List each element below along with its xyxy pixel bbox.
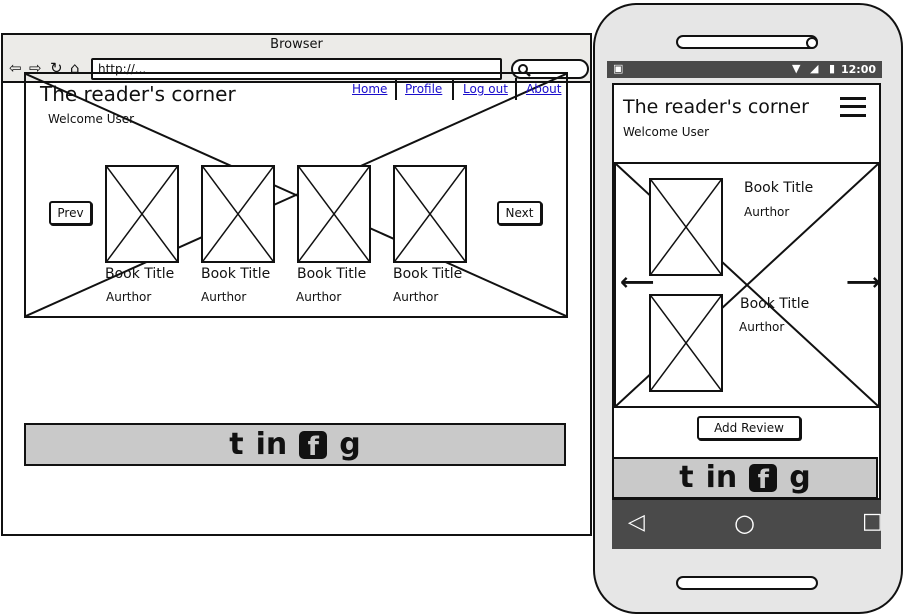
add-review-button[interactable]: Add Review	[697, 416, 801, 440]
book-author: Aurthor	[739, 320, 785, 334]
book-cover-placeholder[interactable]	[649, 294, 723, 392]
book-cover-placeholder[interactable]	[105, 165, 179, 263]
battery-icon: ▮	[829, 62, 836, 75]
welcome-text: Welcome User	[48, 112, 135, 126]
url-input[interactable]: http://...	[91, 58, 502, 80]
linkedin-icon[interactable]: in	[255, 426, 288, 462]
nav-separator	[515, 78, 517, 100]
book-cover-placeholder[interactable]	[297, 165, 371, 263]
carousel-next-arrow-icon[interactable]: ⟶	[846, 268, 881, 296]
linkedin-icon[interactable]: in	[705, 460, 738, 495]
facebook-icon[interactable]: f	[299, 430, 328, 462]
nav-logout-link[interactable]: Log out	[463, 82, 508, 96]
google-icon[interactable]: g	[339, 426, 361, 462]
phone-home-button[interactable]	[676, 576, 818, 590]
recents-nav-icon[interactable]: □	[862, 509, 883, 534]
prev-button[interactable]: Prev	[49, 201, 92, 225]
carousel-prev-arrow-icon[interactable]: ⟵	[620, 268, 655, 296]
status-clock: 12:00	[840, 63, 876, 76]
social-footer: t in f g	[24, 423, 566, 466]
book-title[interactable]: Book Title	[105, 266, 175, 282]
nav-profile-link[interactable]: Profile	[405, 82, 443, 96]
browser-search-input[interactable]	[511, 59, 589, 79]
book-title[interactable]: Book Title	[744, 180, 814, 196]
book-title[interactable]: Book Title	[297, 266, 367, 282]
google-icon[interactable]: g	[789, 460, 811, 495]
book-author: Aurthor	[201, 290, 247, 304]
signal-icon: ◢	[810, 62, 819, 75]
phone-site-title: The reader's corner	[623, 96, 809, 118]
placeholder-cross	[26, 74, 566, 316]
phone-camera	[806, 37, 818, 49]
phone-social-footer: t in f g	[612, 457, 878, 499]
twitter-icon[interactable]: t	[229, 426, 244, 462]
book-author: Aurthor	[106, 290, 152, 304]
book-cover-placeholder[interactable]	[649, 178, 723, 276]
android-nav-bar: ◁ ○ □	[612, 500, 883, 549]
home-nav-icon[interactable]: ○	[734, 509, 755, 537]
facebook-icon[interactable]: f	[749, 464, 778, 495]
site-title: The reader's corner	[40, 82, 236, 106]
book-title[interactable]: Book Title	[201, 266, 271, 282]
twitter-icon[interactable]: t	[679, 460, 694, 495]
book-title[interactable]: Book Title	[740, 296, 810, 312]
back-nav-icon[interactable]: ◁	[628, 510, 645, 535]
browser-title: Browser	[270, 37, 323, 52]
hero-image-placeholder	[24, 72, 568, 318]
book-author: Aurthor	[296, 290, 342, 304]
wifi-icon: ▼	[792, 62, 801, 75]
phone-speaker	[676, 35, 818, 49]
nav-about-link[interactable]: About	[526, 82, 562, 96]
book-author: Aurthor	[393, 290, 439, 304]
image-icon: ▣	[613, 62, 624, 75]
book-cover-placeholder[interactable]	[393, 165, 467, 263]
book-cover-placeholder[interactable]	[201, 165, 275, 263]
nav-home-link[interactable]: Home	[352, 82, 388, 96]
next-button[interactable]: Next	[497, 201, 542, 225]
nav-separator	[395, 78, 397, 100]
back-icon[interactable]: ⇦	[9, 59, 22, 77]
book-title[interactable]: Book Title	[393, 266, 463, 282]
phone-welcome-text: Welcome User	[623, 125, 710, 139]
book-author: Aurthor	[744, 205, 790, 219]
home-icon[interactable]: ⌂	[70, 59, 80, 77]
status-bar: ▣ ▼ ◢ ▮ 12:00	[607, 61, 882, 78]
nav-separator	[452, 78, 454, 100]
